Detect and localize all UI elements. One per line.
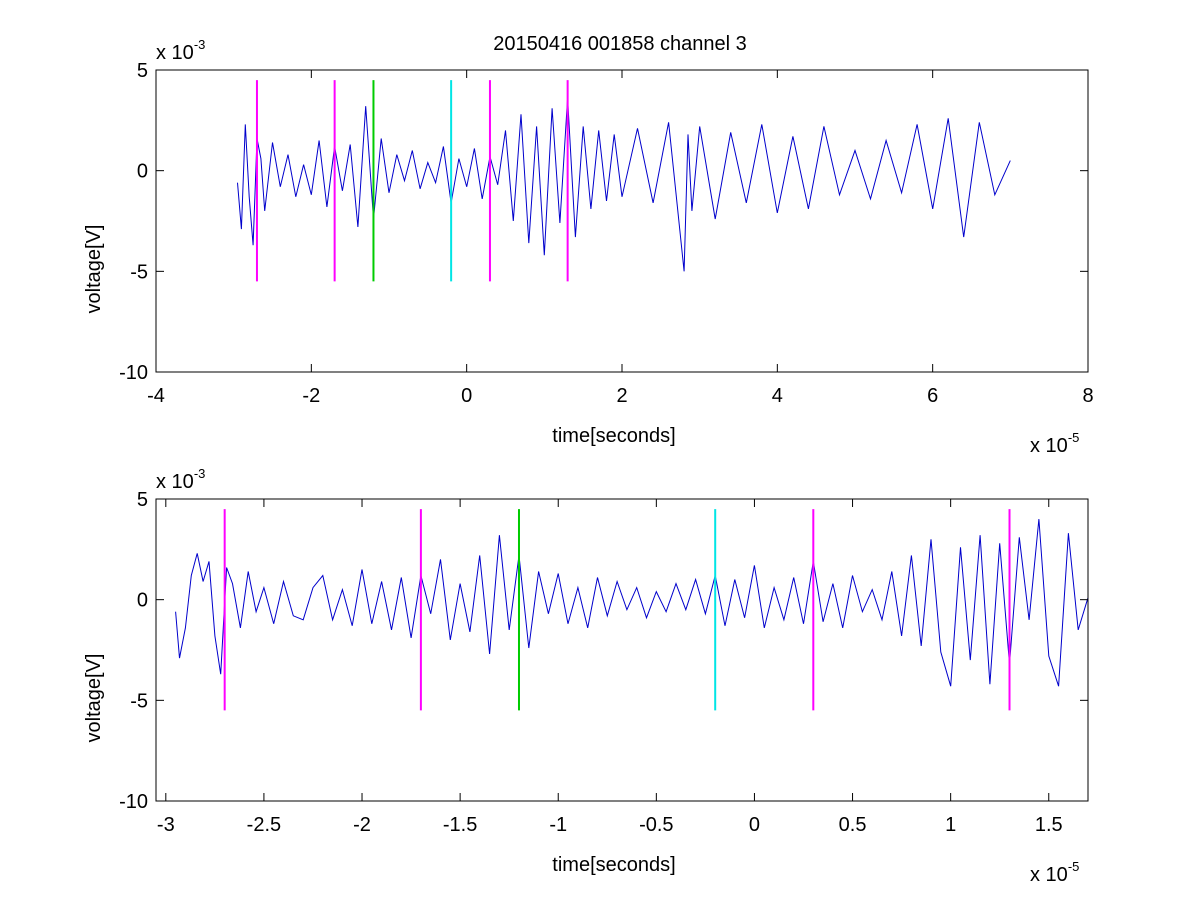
- top-tick-layer: -4 -2 0 2 4 6 8 -10 -5 0 5: [119, 60, 1093, 407]
- bottom-x-multiplier-base: x 10: [1030, 864, 1068, 886]
- bottom-y-multiplier: x 10-3: [156, 466, 205, 493]
- bottom-x-tick-label: 0: [749, 814, 760, 836]
- bottom-x-tick-label: -1.5: [443, 814, 477, 836]
- top-x-tick-label: 4: [772, 385, 783, 407]
- chart-title: 20150416 001858 channel 3: [493, 33, 747, 55]
- top-y-multiplier: x 10-3: [156, 37, 205, 64]
- top-x-multiplier: x 10-5: [1030, 430, 1079, 457]
- top-x-tick-label: 0: [461, 385, 472, 407]
- bottom-tick-layer: -3 -2.5 -2 -1.5 -1 -0.5 0 0.5 1 1.5 -10 -5 0 5: [119, 489, 1088, 836]
- bottom-x-tick-label: 0.5: [839, 814, 867, 836]
- top-y-tick-label: -5: [130, 261, 148, 283]
- top-y-tick-label: 5: [137, 60, 148, 82]
- bottom-y-multiplier-exponent: -3: [194, 466, 206, 481]
- bottom-x-tick-label: 1.5: [1035, 814, 1063, 836]
- top-x-axis-label: time[seconds]: [552, 425, 675, 447]
- top-x-multiplier-exponent: -5: [1068, 430, 1080, 445]
- bottom-signal-series-0: [175, 519, 1089, 687]
- bottom-y-tick-label: -5: [130, 690, 148, 712]
- bottom-y-tick-label: 5: [137, 489, 148, 511]
- bottom-x-tick-label: -1: [549, 814, 567, 836]
- bottom-x-tick-label: -2: [353, 814, 371, 836]
- top-y-tick-label: 0: [137, 161, 148, 183]
- top-x-tick-label: -2: [302, 385, 320, 407]
- top-x-tick-label: 8: [1082, 385, 1093, 407]
- bottom-marker-layer: [223, 509, 1011, 711]
- bottom-y-tick-label: -10: [119, 791, 148, 813]
- bottom-plot: -3 -2.5 -2 -1.5 -1 -0.5 0 0.5 1 1.5 -10 -5 0 5 voltag…: [83, 466, 1089, 886]
- bottom-axes-frame: [155, 498, 1089, 802]
- bottom-y-axis-label: voltage[V]: [83, 654, 105, 743]
- top-y-multiplier-exponent: -3: [194, 37, 206, 52]
- bottom-y-multiplier-base: x 10: [156, 471, 194, 493]
- bottom-x-tick-label: -2.5: [247, 814, 281, 836]
- top-y-tick-label: -10: [119, 362, 148, 384]
- top-signal-series-0: [237, 98, 1011, 272]
- top-x-tick-label: -4: [147, 385, 165, 407]
- bottom-x-tick-label: 1: [945, 814, 956, 836]
- top-x-multiplier-base: x 10: [1030, 435, 1068, 457]
- top-x-tick-label: 2: [616, 385, 627, 407]
- top-marker-layer: [255, 80, 569, 282]
- top-y-axis-label: voltage[V]: [83, 225, 105, 314]
- top-y-multiplier-base: x 10: [156, 42, 194, 64]
- bottom-x-multiplier: x 10-5: [1030, 859, 1079, 886]
- bottom-x-multiplier-exponent: -5: [1068, 859, 1080, 874]
- top-plot: -4 -2 0 2 4 6 8 -10 -5 0 5 voltage[V] time[seconds…: [83, 37, 1094, 457]
- bottom-x-tick-label: -0.5: [639, 814, 673, 836]
- bottom-x-axis-label: time[seconds]: [552, 854, 675, 876]
- bottom-x-tick-label: -3: [157, 814, 175, 836]
- bottom-signal-layer: [175, 519, 1089, 687]
- bottom-y-tick-label: 0: [137, 590, 148, 612]
- top-signal-layer: [237, 98, 1011, 272]
- top-x-tick-label: 6: [927, 385, 938, 407]
